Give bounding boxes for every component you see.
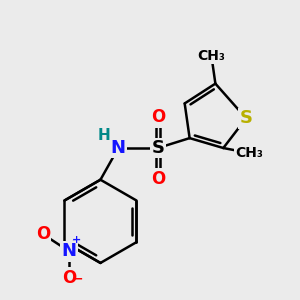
Text: CH₃: CH₃ bbox=[235, 146, 263, 160]
Text: +: + bbox=[72, 235, 81, 245]
Text: S: S bbox=[240, 109, 253, 127]
Text: S: S bbox=[152, 139, 164, 157]
Text: CH₃: CH₃ bbox=[197, 49, 225, 63]
Text: H: H bbox=[98, 128, 111, 142]
Text: −: − bbox=[72, 272, 83, 285]
Text: N: N bbox=[61, 242, 76, 260]
Text: O: O bbox=[36, 225, 50, 243]
Text: O: O bbox=[151, 108, 165, 126]
Text: O: O bbox=[151, 170, 165, 188]
Text: N: N bbox=[111, 139, 126, 157]
Text: O: O bbox=[61, 269, 76, 287]
